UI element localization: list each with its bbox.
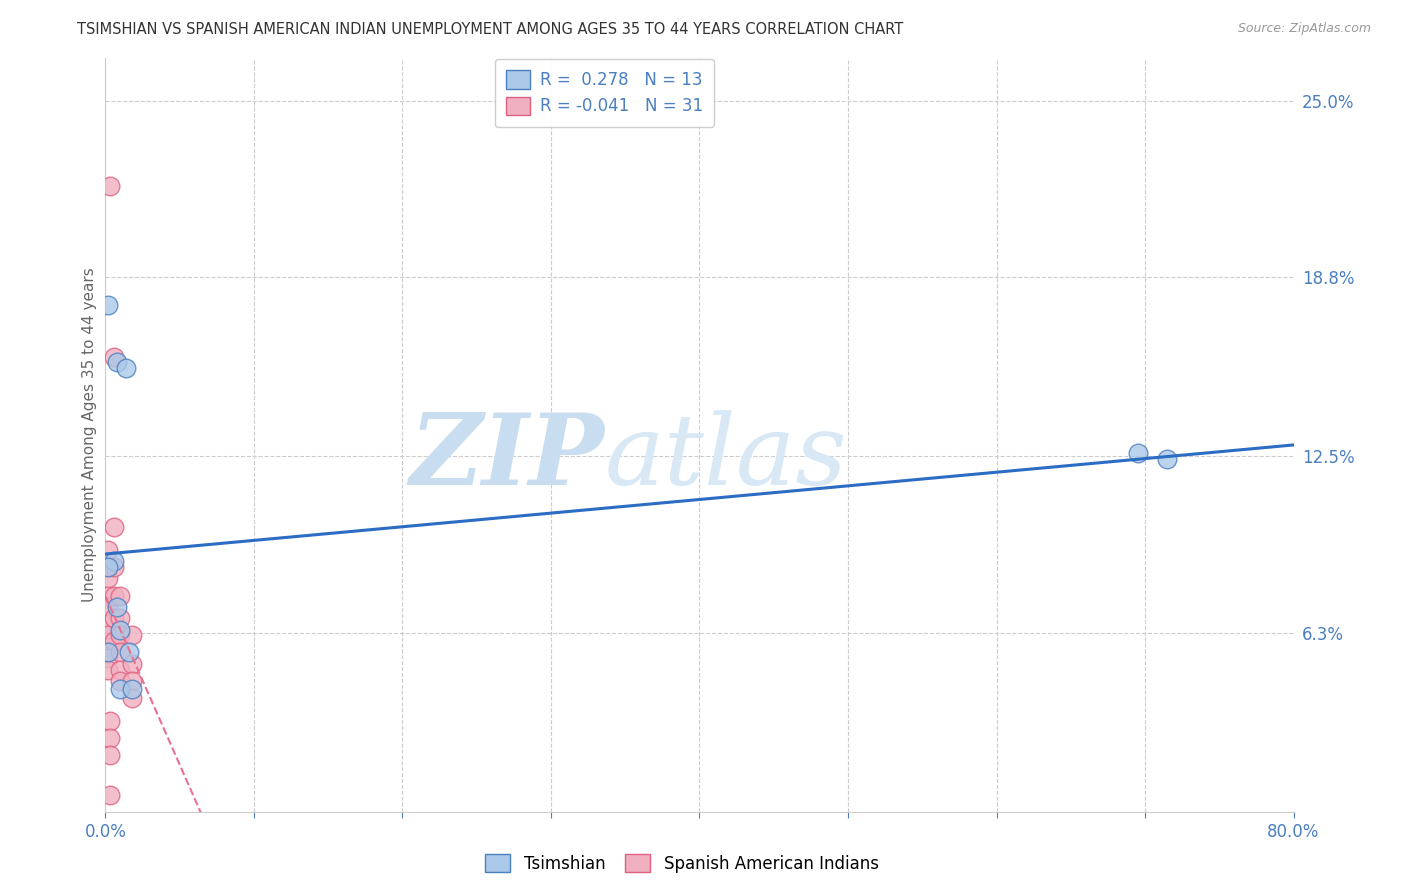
Point [121,628,143,642]
Point [98,731,121,745]
Point [103,350,125,364]
Text: TSIMSHIAN VS SPANISH AMERICAN INDIAN UNEMPLOYMENT AMONG AGES 35 TO 44 YEARS CORR: TSIMSHIAN VS SPANISH AMERICAN INDIAN UNE… [77,22,904,37]
Point [103,611,125,625]
Point [103,634,125,648]
Point [97,617,120,632]
Point [98,714,121,728]
Text: atlas: atlas [605,409,848,505]
Point [97,560,120,574]
Point [98,788,121,802]
Point [103,560,125,574]
Point [105,599,128,614]
Point [121,657,143,671]
Point [97,651,120,665]
Point [110,663,132,677]
Legend: R =  0.278   N = 13, R = -0.041   N = 31: R = 0.278 N = 13, R = -0.041 N = 31 [495,59,714,127]
Point [110,628,132,642]
Point [97,628,120,642]
Point [110,645,132,659]
Point [1156,452,1178,467]
Text: ZIP: ZIP [409,409,605,506]
Point [1126,446,1149,460]
Point [97,589,120,603]
Point [97,572,120,586]
Point [110,682,132,697]
Point [97,645,120,659]
Point [110,673,132,688]
Point [97,543,120,558]
Legend: Tsimshian, Spanish American Indians: Tsimshian, Spanish American Indians [478,847,886,880]
Point [103,554,125,568]
Point [98,747,121,762]
Point [110,589,132,603]
Point [98,178,121,193]
Point [97,663,120,677]
Point [97,640,120,654]
Point [121,673,143,688]
Y-axis label: Unemployment Among Ages 35 to 44 years: Unemployment Among Ages 35 to 44 years [82,268,97,602]
Point [105,355,128,369]
Text: Source: ZipAtlas.com: Source: ZipAtlas.com [1237,22,1371,36]
Point [97,298,120,312]
Point [118,645,141,659]
Point [97,599,120,614]
Point [103,589,125,603]
Point [110,623,132,637]
Point [121,690,143,705]
Point [110,611,132,625]
Point [97,560,120,574]
Point [121,682,143,697]
Point [115,361,138,376]
Point [103,520,125,534]
